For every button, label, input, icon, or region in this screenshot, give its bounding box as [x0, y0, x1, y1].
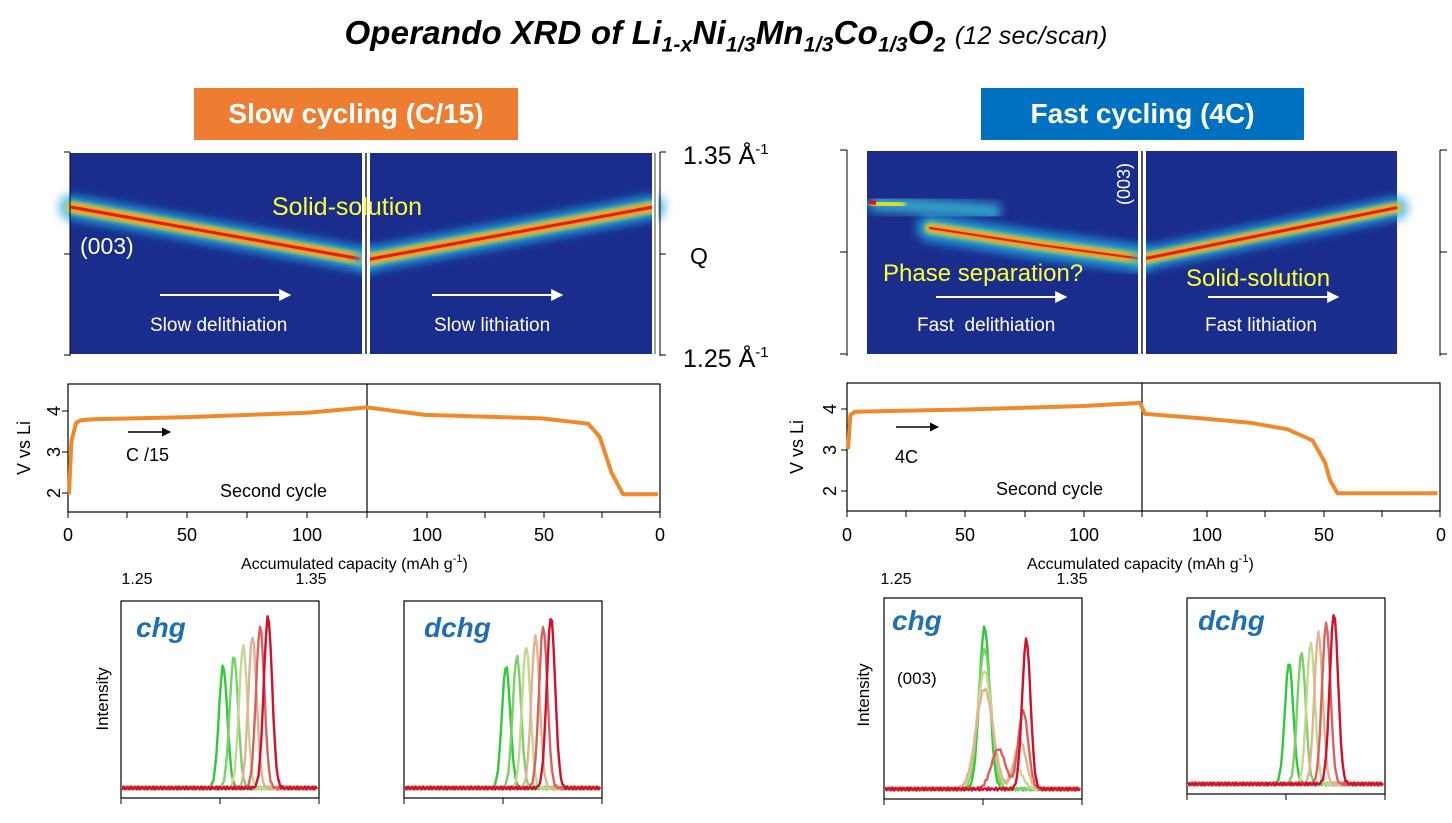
- xtick-label: 0: [1436, 525, 1446, 545]
- intensity-ylabel: Intensity: [854, 663, 873, 727]
- spectra-slow-chg: 1.25 1.35 Intensity chg: [93, 571, 327, 804]
- spectrum-line: [403, 617, 602, 791]
- xtick-label: 100: [1192, 525, 1222, 545]
- rate-label-fast: 4C: [895, 447, 918, 467]
- title-text: Co: [833, 14, 878, 51]
- xtick-label: 0: [63, 525, 73, 545]
- ytick-label: 3: [44, 447, 64, 457]
- voltage-fast-curve: [846, 400, 1438, 496]
- ytick-label: 3: [820, 445, 840, 455]
- spectra-xtick-label: 1.25: [121, 571, 152, 588]
- chg-label-slow: chg: [136, 612, 186, 643]
- spectrum-line: [884, 687, 1082, 792]
- chg-label-fast: chg: [892, 605, 942, 636]
- voltage-slow-xlabel: Accumulated capacity (mAh g-1): [241, 553, 468, 573]
- xtick-label: 100: [412, 525, 442, 545]
- voltage-slow-curve: [67, 405, 658, 497]
- dchg-label-slow: dchg: [424, 612, 491, 643]
- spectrum-line: [884, 709, 1081, 792]
- heatmap-ridge: [366, 205, 654, 262]
- slow-cycling-banner: Slow cycling (C/15): [194, 88, 518, 140]
- spectrum-line: [1186, 614, 1384, 787]
- q-axis-labels: 1.35 Å-1 Q 1.25 Å-1: [683, 140, 769, 373]
- ytick-label: 4: [820, 404, 840, 414]
- ytick-label: 2: [820, 486, 840, 496]
- fast-spectra-peak-label: (003): [897, 669, 937, 688]
- fast-delithiation-label: Fast delithiation: [917, 315, 1055, 336]
- xtick-label: 100: [1069, 525, 1099, 545]
- spectra-slow-dchg: dchg: [403, 600, 603, 804]
- title-sub: 1/3: [725, 33, 756, 57]
- title-sub: 2: [933, 33, 946, 57]
- title-text: O: [907, 14, 934, 51]
- voltage-slow-frame: [67, 383, 661, 513]
- heatmap-ridge: [70, 205, 366, 262]
- xtick-label: 0: [655, 525, 665, 545]
- spectra-fast-dchg: dchg: [1186, 597, 1386, 800]
- title-sub: 1-x: [661, 33, 693, 57]
- heatmap-ridge: [1143, 206, 1398, 261]
- cycle-label-fast: Second cycle: [996, 479, 1103, 499]
- title-text: Ni: [692, 14, 726, 51]
- spectra-xtick-label: 1.25: [880, 571, 911, 588]
- solid-solution-label-fast: Solid-solution: [1186, 265, 1330, 292]
- spectrum-line: [883, 637, 1081, 792]
- xtick-label: 50: [534, 525, 554, 545]
- xtick-label: 100: [292, 525, 322, 545]
- intensity-ylabel: Intensity: [93, 667, 112, 731]
- spectrum-line: [120, 615, 318, 791]
- slow-delithiation-label: Slow delithiation: [150, 315, 287, 336]
- q-axis-label: Q: [690, 243, 708, 269]
- xtick-label: 50: [177, 525, 197, 545]
- voltage-fast-ylabel: V vs Li: [787, 420, 807, 474]
- q-top-label: 1.35 Å-1: [683, 140, 769, 170]
- spectrum-line: [121, 664, 319, 791]
- slow-lithiation-label: Slow lithiation: [434, 315, 550, 336]
- spectrum-line: [404, 666, 601, 791]
- spectra-xtick-label: 1.35: [295, 571, 326, 588]
- title-text: Mn: [755, 14, 804, 51]
- title-text: Operando XRD of Li: [344, 14, 662, 51]
- title-sub: 1/3: [877, 33, 908, 57]
- voltage-plot-fast: V vs Li 4 3 2 0 50 100 100 50 0 Accumula…: [787, 382, 1446, 573]
- solid-solution-label: Solid-solution: [272, 193, 422, 221]
- voltage-plot-slow: V vs Li 4 3 2 0 50 100 100 50 0 Accumula…: [14, 383, 665, 573]
- voltage-fast-xlabel: Accumulated capacity (mAh g-1): [1027, 553, 1254, 573]
- spectra-fast-chg: 1.25 1.35 Intensity chg (003): [854, 571, 1088, 805]
- q-bottom-label: 1.25 Å-1: [683, 343, 769, 373]
- xtick-label: 0: [842, 525, 852, 545]
- xtick-label: 50: [1314, 525, 1334, 545]
- spectrum-line: [1187, 663, 1385, 787]
- heatmap-ridge: [929, 227, 1141, 260]
- ytick-label: 4: [44, 406, 64, 416]
- title-sub: 1/3: [803, 33, 834, 57]
- spectra-xtick-label: 1.35: [1056, 571, 1087, 588]
- peak-label-003: (003): [80, 233, 134, 259]
- fast-cycling-banner: Fast cycling (4C): [981, 88, 1304, 140]
- rate-label-slow: C /15: [126, 445, 169, 465]
- cycle-label-slow: Second cycle: [220, 481, 327, 501]
- voltage-slow-ylabel: V vs Li: [14, 421, 34, 475]
- ytick-label: 2: [44, 488, 64, 498]
- heatmap-fast: (003) Phase separation? Solid-solution F…: [840, 149, 1447, 356]
- heatmap-slow: (003) Solid-solution Slow delithiation S…: [59, 151, 666, 356]
- fast-lithiation-label: Fast lithiation: [1205, 315, 1317, 336]
- title-note: (12 sec/scan): [954, 22, 1108, 50]
- phase-separation-label: Phase separation?: [883, 260, 1083, 287]
- xtick-label: 50: [955, 525, 975, 545]
- dchg-label-fast: dchg: [1198, 605, 1265, 636]
- heatmap-ridge: [868, 200, 877, 205]
- fast-peak-label-003: (003): [1114, 163, 1134, 205]
- figure-title: Operando XRD of Li1-xNi1/3Mn1/3Co1/3O2 (…: [0, 14, 1452, 58]
